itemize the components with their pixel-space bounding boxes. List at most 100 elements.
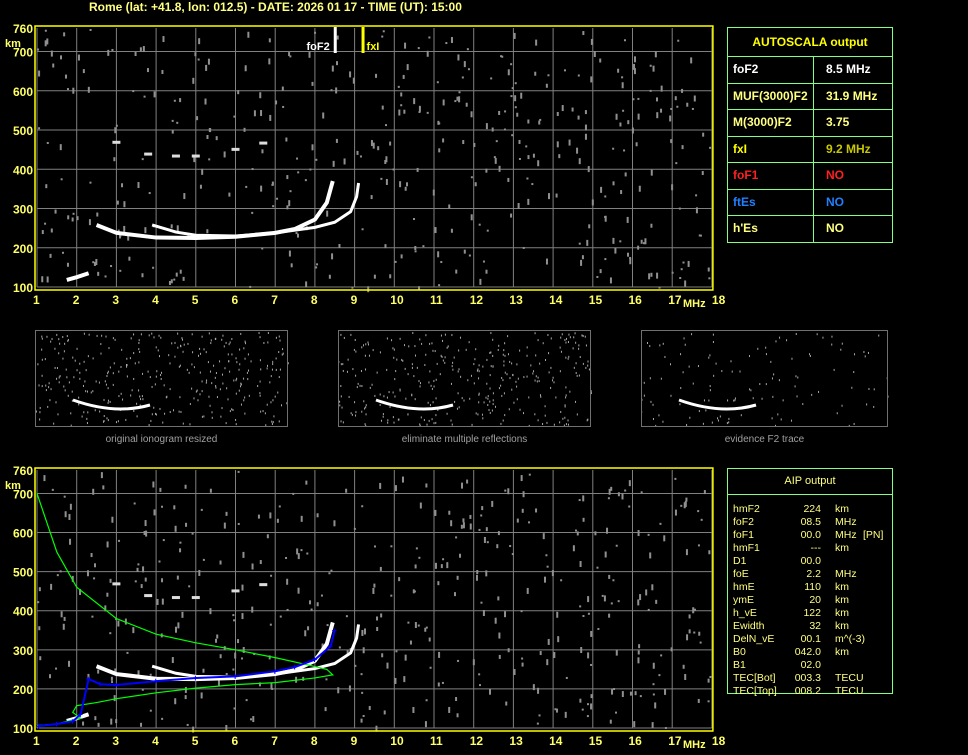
y-tick-label: 200 [13,683,33,697]
thumbnail-pixel [550,386,552,389]
thumbnail-pixel [55,401,57,404]
noise-dot [579,560,582,567]
thumbnail-pixel [133,409,135,412]
thumbnail-pixel [150,419,152,422]
thumbnail-pixel [197,399,199,402]
noise-dot [478,528,481,531]
thumbnail-pixel [63,385,65,388]
noise-dot [219,654,222,659]
thumbnail-pixel [51,337,53,340]
noise-dot [624,172,627,177]
thumbnail-pixel [355,414,357,417]
noise-dot [196,116,199,121]
thumbnail-pixel [498,387,500,390]
multiple-reflection-point [144,152,153,156]
thumbnail-pixel [386,337,388,340]
thumbnail-pixel [250,360,252,363]
thumbnail-pixel [550,337,552,340]
noise-dot [497,596,500,601]
noise-dot [241,613,244,620]
noise-dot [426,111,429,114]
thumbnail-pixel [279,339,281,342]
noise-dot [326,624,329,627]
thumbnail-pixel [347,358,349,361]
noise-dot [437,682,440,687]
thumbnail-pixel [107,370,109,373]
noise-dot [700,518,703,521]
thumbnail-pixel [429,370,431,373]
thumbnail-pixel [153,336,155,339]
thumbnail-pixel [500,384,502,387]
thumbnail-pixel [586,419,588,422]
noise-dot [338,646,341,649]
noise-dot [418,286,421,291]
x-tick-label: 4 [152,293,159,307]
autoscala-row: foF2 8.5 MHz [728,57,892,84]
noise-dot [140,584,143,589]
ionogram-title: Rome (lat: +41.8, lon: 012.5) - DATE: 20… [89,0,462,14]
thumbnail-pixel [430,384,432,387]
thumbnail-pixel [436,362,438,365]
noise-dot [556,111,559,116]
y-tick-label: 700 [13,487,33,501]
thumbnail-pixel [503,364,505,367]
noise-dot [454,100,457,103]
thumbnail-pixel [387,419,389,422]
thumbnail-pixel [440,354,442,357]
thumbnail-pixel [278,376,280,379]
thumbnail-pixel [63,350,65,353]
thumbnail-pixel [365,368,367,371]
noise-dot [442,558,445,561]
thumbnail-pixel [833,368,835,371]
thumbnail-pixel [421,342,423,345]
noise-dot [286,578,289,585]
thumbnail-pixel [503,392,505,395]
thumbnail-pixel [364,423,366,426]
noise-dot [271,687,274,690]
thumbnail-pixel [199,371,201,374]
noise-dot [615,649,618,656]
thumbnail-pixel [461,397,463,400]
thumbnail-pixel [658,414,660,417]
noise-dot [612,147,615,150]
thumbnail-pixel [355,350,357,353]
autoscala-key: h'Es [728,216,814,242]
noise-dot [289,190,292,193]
noise-dot [297,587,300,594]
aip-row: Ewidth 32 km [733,620,892,633]
thumbnail-pixel [509,360,511,363]
thumbnail-pixel [414,354,416,357]
thumbnail-pixel [682,371,684,374]
thumbnail-pixel [105,383,107,386]
noise-dot [629,258,632,265]
thumbnail-pixel [224,367,226,370]
noise-dot [684,673,687,680]
thumbnail-pixel [139,404,141,407]
thumbnail-pixel [395,370,397,373]
noise-dot [434,227,437,234]
noise-dot [534,71,537,76]
thumbnail-pixel [564,338,566,341]
noise-dot [504,489,507,492]
noise-dot [233,707,236,710]
noise-dot [124,618,127,625]
thumbnail-pixel [112,372,114,375]
thumbnail-pixel [271,368,273,371]
thumbnail-pixel [342,421,344,424]
thumbnail-pixel [56,367,58,370]
thumbnail-pixel [702,422,704,425]
noise-dot [650,169,653,176]
noise-dot [450,228,453,233]
noise-dot [590,663,593,666]
noise-dot [52,63,55,68]
thumbnail-pixel [474,358,476,361]
noise-dot [555,193,558,198]
noise-dot [385,156,388,163]
thumbnail-pixel [536,380,538,383]
noise-dot [649,64,652,67]
aip-row: ymE 20 km [733,594,892,607]
thumbnail-pixel [490,351,492,354]
noise-dot [41,276,44,283]
thumbnail-pixel [711,421,713,424]
noise-dot [419,502,422,509]
